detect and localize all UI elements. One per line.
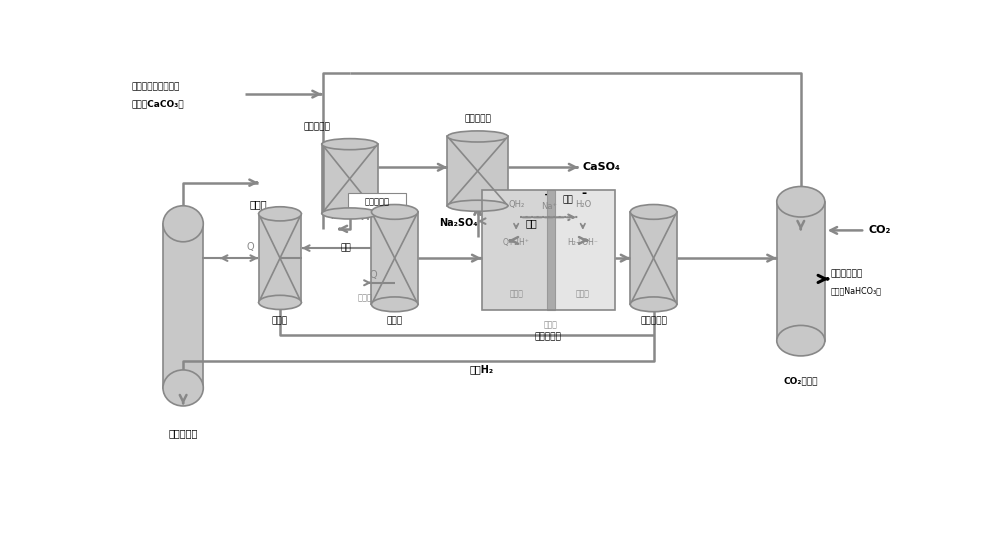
Text: 反萃塔: 反萃塔 xyxy=(272,317,288,326)
Text: 萃取剂: 萃取剂 xyxy=(358,294,373,303)
Bar xyxy=(163,224,203,388)
Ellipse shape xyxy=(259,207,301,221)
Text: QH₂: QH₂ xyxy=(508,200,524,209)
Ellipse shape xyxy=(322,139,378,150)
Text: Na⁺: Na⁺ xyxy=(541,202,557,211)
Text: -: - xyxy=(581,187,586,200)
Bar xyxy=(348,193,406,212)
Bar xyxy=(482,190,615,310)
Text: 阴极室: 阴极室 xyxy=(576,290,590,299)
Ellipse shape xyxy=(371,205,418,219)
Text: Na₂SO₄: Na₂SO₄ xyxy=(439,218,478,227)
Text: CO₂: CO₂ xyxy=(868,225,891,235)
Text: 沉淀反应器: 沉淀反应器 xyxy=(464,114,491,123)
Ellipse shape xyxy=(322,208,378,219)
Ellipse shape xyxy=(630,297,677,312)
Text: 高效萃取剂: 高效萃取剂 xyxy=(363,200,390,209)
Ellipse shape xyxy=(371,297,418,312)
Bar xyxy=(322,144,378,214)
Ellipse shape xyxy=(163,370,203,406)
Text: 电解反应器: 电解反应器 xyxy=(535,332,562,341)
Text: CO₂吸收塔: CO₂吸收塔 xyxy=(784,376,818,385)
Text: 萃取塔: 萃取塔 xyxy=(387,317,403,326)
Bar xyxy=(777,202,825,341)
Text: Q+2H⁺: Q+2H⁺ xyxy=(503,238,530,247)
Ellipse shape xyxy=(259,295,301,310)
Bar xyxy=(630,212,677,304)
Bar xyxy=(447,137,508,206)
Text: （如：CaCO₃）: （如：CaCO₃） xyxy=(131,100,184,108)
Text: 气液分离器: 气液分离器 xyxy=(640,317,667,326)
Text: 酸溶反应器: 酸溶反应器 xyxy=(303,122,330,131)
Ellipse shape xyxy=(630,205,677,219)
Text: H₂+OH⁻: H₂+OH⁻ xyxy=(567,238,598,247)
Bar xyxy=(482,190,551,310)
Text: 电源: 电源 xyxy=(563,195,574,204)
Text: 还原再生塔: 还原再生塔 xyxy=(168,428,198,438)
Text: 反萃剂: 反萃剂 xyxy=(249,199,267,209)
Text: 质子膜: 质子膜 xyxy=(544,320,558,329)
Bar xyxy=(551,190,615,310)
Text: +: + xyxy=(544,190,553,200)
Text: 酸液: 酸液 xyxy=(340,243,351,252)
Text: 阳极室: 阳极室 xyxy=(509,290,523,299)
Ellipse shape xyxy=(447,200,508,211)
Text: Q: Q xyxy=(369,270,377,280)
Text: Q: Q xyxy=(247,242,254,253)
Text: 碳酸氢盐产品: 碳酸氢盐产品 xyxy=(830,269,862,278)
Ellipse shape xyxy=(777,325,825,356)
Bar xyxy=(259,214,301,302)
Text: （如：NaHCO₃）: （如：NaHCO₃） xyxy=(830,286,881,295)
Ellipse shape xyxy=(447,131,508,142)
Text: 钠盐: 钠盐 xyxy=(526,218,538,227)
Text: H₂O: H₂O xyxy=(575,200,591,209)
Bar xyxy=(547,190,555,310)
Text: CaSO₄: CaSO₄ xyxy=(582,162,620,172)
Text: 高效萃取剂: 高效萃取剂 xyxy=(364,198,389,207)
Ellipse shape xyxy=(163,206,203,242)
Bar xyxy=(371,212,418,304)
Text: 天然矿物或碱性固废: 天然矿物或碱性固废 xyxy=(131,82,180,91)
Text: 循环H₂: 循环H₂ xyxy=(469,364,494,374)
Ellipse shape xyxy=(777,186,825,217)
Text: QH₂: QH₂ xyxy=(326,210,345,220)
